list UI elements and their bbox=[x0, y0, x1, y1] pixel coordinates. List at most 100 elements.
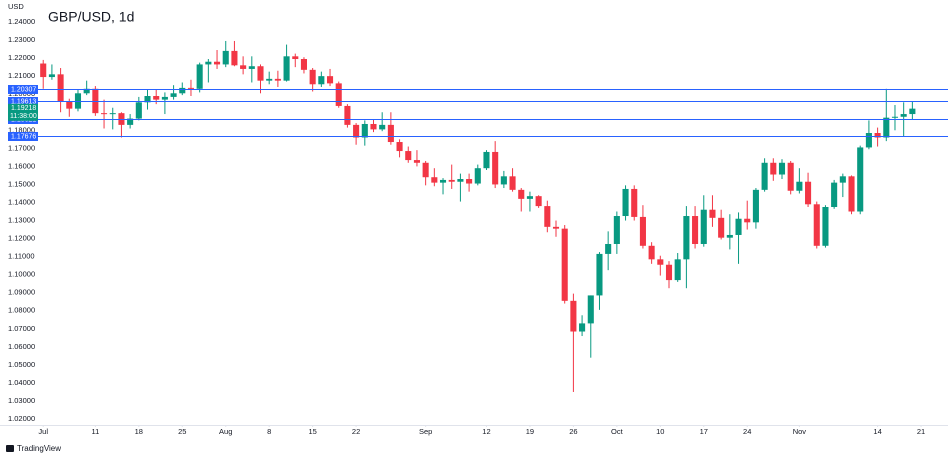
candle-body bbox=[353, 124, 360, 138]
y-tick-label: 1.05000 bbox=[8, 360, 35, 369]
last-price-label: 1.19218 bbox=[11, 105, 36, 112]
y-tick-label: 1.23000 bbox=[8, 35, 35, 44]
candle-body bbox=[127, 118, 134, 125]
candle-body bbox=[483, 151, 490, 169]
candle-body bbox=[405, 151, 412, 161]
y-tick-label: 1.06000 bbox=[8, 342, 35, 351]
candle-body bbox=[622, 188, 629, 217]
y-tick-label: 1.12000 bbox=[8, 234, 35, 243]
x-tick-label: Aug bbox=[219, 427, 232, 436]
candle-body bbox=[587, 295, 594, 324]
candle-body bbox=[709, 209, 716, 218]
candle-body bbox=[248, 66, 255, 69]
candle-body bbox=[40, 63, 47, 78]
price-tag bbox=[8, 85, 38, 94]
candle-body bbox=[839, 176, 846, 183]
candle-body bbox=[857, 147, 864, 212]
y-tick-label: 1.09000 bbox=[8, 288, 35, 297]
candle-body bbox=[909, 108, 916, 115]
candle-body bbox=[179, 87, 186, 94]
price-tag bbox=[8, 97, 38, 106]
candle-body bbox=[579, 323, 586, 332]
y-tick-label: 1.24000 bbox=[8, 17, 35, 26]
candle-body bbox=[474, 168, 481, 184]
candle-body bbox=[466, 179, 473, 184]
candle-body bbox=[344, 105, 351, 125]
x-tick-label: 19 bbox=[526, 427, 534, 436]
price-tag-label: 1.19613 bbox=[11, 98, 36, 105]
candle-body bbox=[170, 93, 177, 97]
y-tick-label: 1.22000 bbox=[8, 53, 35, 62]
candle-body bbox=[648, 245, 655, 260]
y-tick-label: 1.08000 bbox=[8, 306, 35, 315]
candle-body bbox=[726, 234, 733, 238]
candle-body bbox=[101, 113, 108, 115]
candle-body bbox=[153, 96, 160, 100]
candle-body bbox=[448, 179, 455, 182]
candle-body bbox=[509, 176, 516, 190]
candle-body bbox=[457, 179, 464, 182]
x-tick-label: Oct bbox=[611, 427, 624, 436]
candle-body bbox=[214, 61, 221, 65]
candle-body bbox=[744, 218, 751, 223]
candle-body bbox=[240, 65, 247, 69]
candle-body bbox=[500, 176, 507, 185]
candle-body bbox=[300, 59, 308, 70]
x-tick-label: 12 bbox=[482, 427, 490, 436]
x-tick-label: 21 bbox=[917, 427, 925, 436]
candle-body bbox=[700, 209, 707, 244]
candle-body bbox=[891, 116, 899, 118]
price-tag-label: 1.17676 bbox=[11, 133, 36, 140]
candle-body bbox=[613, 216, 620, 244]
y-tick-label: 1.17000 bbox=[8, 143, 35, 152]
countdown: 11:38:00 bbox=[10, 113, 37, 120]
candle-body bbox=[535, 196, 542, 207]
brand-logo: TradingView bbox=[6, 444, 61, 453]
candle-body bbox=[526, 196, 533, 199]
candle-body bbox=[109, 113, 116, 115]
candle-body bbox=[813, 204, 820, 246]
candle-body bbox=[639, 216, 646, 246]
candle-body bbox=[187, 87, 195, 89]
candle-body bbox=[518, 189, 525, 199]
candle-body bbox=[665, 264, 673, 281]
candle-body bbox=[657, 259, 664, 265]
candle-body bbox=[205, 61, 212, 65]
candle-body bbox=[318, 76, 325, 85]
candle-body bbox=[770, 162, 777, 175]
y-tick-label: 1.10000 bbox=[8, 270, 35, 279]
y-tick-label: 1.11000 bbox=[8, 252, 35, 261]
x-tick-label: 10 bbox=[656, 427, 664, 436]
x-tick-label: Sep bbox=[419, 427, 432, 436]
x-tick-label: 17 bbox=[700, 427, 708, 436]
candle-body bbox=[387, 124, 394, 143]
price-tag bbox=[8, 132, 38, 141]
candle-body bbox=[752, 189, 759, 223]
x-tick-label: 22 bbox=[352, 427, 360, 436]
y-unit: USD bbox=[8, 2, 24, 11]
candle-body bbox=[57, 74, 64, 102]
candle-body bbox=[83, 88, 90, 94]
candle-body bbox=[231, 50, 238, 66]
candle-body bbox=[570, 300, 577, 332]
candle-body bbox=[283, 56, 290, 81]
x-tick-label: 26 bbox=[569, 427, 577, 436]
candle-body bbox=[552, 226, 560, 229]
x-tick-label: 15 bbox=[308, 427, 316, 436]
last-price-tag bbox=[8, 103, 38, 121]
y-tick-label: 1.18000 bbox=[8, 125, 35, 134]
candle-body bbox=[822, 206, 829, 246]
candle-body bbox=[596, 253, 603, 296]
x-tick-label: Nov bbox=[793, 427, 807, 436]
candle-body bbox=[692, 216, 699, 244]
candle-body bbox=[544, 206, 551, 227]
x-tick-label: 8 bbox=[267, 427, 271, 436]
candle-body bbox=[683, 216, 690, 260]
candle-body bbox=[561, 228, 568, 301]
candle-body bbox=[266, 78, 273, 81]
x-tick-label: 11 bbox=[91, 427, 99, 436]
y-tick-label: 1.02000 bbox=[8, 414, 35, 423]
candle-body bbox=[431, 177, 438, 183]
